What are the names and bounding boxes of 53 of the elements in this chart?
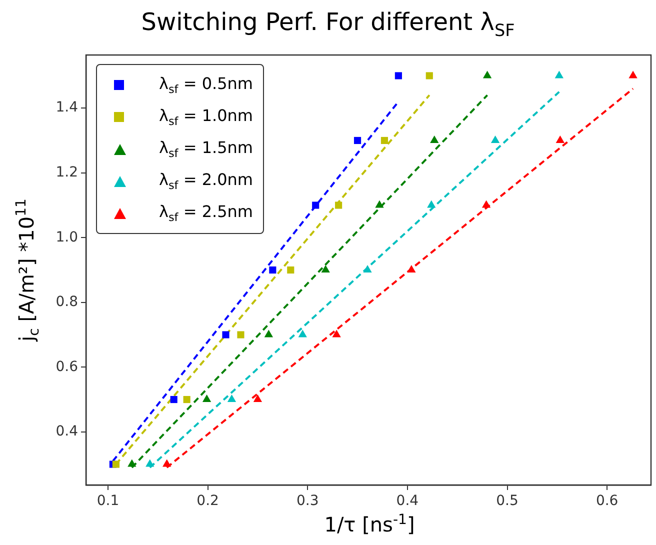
point xyxy=(407,265,416,272)
point xyxy=(183,396,190,404)
point xyxy=(332,330,341,338)
point xyxy=(363,265,372,272)
point xyxy=(112,460,120,468)
point xyxy=(426,72,433,80)
legend-label: λ$_{sf}$ = 2.0nm xyxy=(159,170,253,192)
point xyxy=(628,70,638,78)
point xyxy=(335,202,342,209)
y-tick-label: 1.0 xyxy=(56,229,78,246)
legend-label: λ$_{sf}$ = 2.5nm xyxy=(159,202,253,224)
point xyxy=(482,70,492,78)
point xyxy=(253,394,262,402)
point xyxy=(202,394,212,402)
point xyxy=(146,459,154,467)
point xyxy=(287,266,294,274)
y-tick-label: 0.4 xyxy=(56,424,78,440)
point xyxy=(321,265,330,272)
point xyxy=(128,459,136,467)
point xyxy=(394,72,402,80)
x-tick-label: 0.3 xyxy=(296,493,319,510)
point xyxy=(554,70,564,78)
legend-label: λ$_{sf}$ = 1.5nm xyxy=(159,138,253,160)
x-axis-title: 1/τ [ns$^{-1}$] xyxy=(323,512,416,537)
point xyxy=(170,396,178,404)
point xyxy=(380,136,388,144)
x-tick-label: 0.6 xyxy=(596,493,618,510)
x-tick-label: 0.4 xyxy=(396,493,419,510)
point xyxy=(427,200,436,208)
y-tick-label: 0.6 xyxy=(56,358,78,375)
x-tick-label: 0.2 xyxy=(196,493,219,510)
y-tick-label: 1.4 xyxy=(56,100,78,116)
chart-title: Switching Perf. For different λ$_{SF}$ xyxy=(140,8,516,40)
y-tick-label: 1.2 xyxy=(56,164,78,180)
point xyxy=(162,459,172,467)
point xyxy=(430,135,439,143)
point xyxy=(227,394,236,402)
point xyxy=(375,200,384,208)
y-tick-label: 0.8 xyxy=(56,294,78,310)
point xyxy=(490,135,500,143)
point xyxy=(354,136,362,144)
legend-label: λ$_{sf}$ = 1.0nm xyxy=(159,106,253,128)
legend-label: λ$_{sf}$ = 0.5nm xyxy=(159,74,253,96)
point xyxy=(237,331,244,338)
point xyxy=(269,266,276,274)
x-tick-label: 0.5 xyxy=(496,493,518,510)
point xyxy=(312,202,320,209)
point xyxy=(264,330,274,338)
point xyxy=(298,330,307,338)
point xyxy=(482,200,491,208)
point xyxy=(556,135,564,143)
point xyxy=(222,331,230,338)
x-tick-label: 0.1 xyxy=(96,493,120,510)
